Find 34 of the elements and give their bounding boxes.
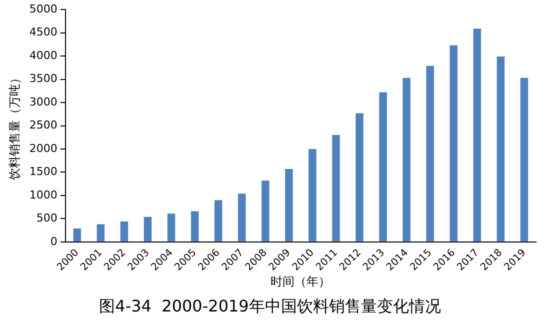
y-tick-label: 500 [36, 212, 58, 225]
bar [238, 194, 246, 242]
bar [332, 135, 340, 242]
y-tick-label: 3500 [29, 72, 58, 86]
bar [285, 168, 293, 242]
y-tick-label: 2000 [29, 142, 58, 155]
y-tick-label: 5000 [29, 2, 58, 16]
bar [496, 56, 505, 242]
bar [426, 66, 434, 242]
bar [450, 45, 458, 242]
y-tick-label: 2500 [29, 118, 58, 132]
bar [167, 214, 176, 242]
y-tick-label: 1500 [29, 165, 58, 178]
y-tick-label: 4500 [29, 26, 58, 39]
bar [262, 180, 270, 242]
bar [214, 200, 222, 242]
bar [402, 78, 410, 242]
y-tick-label: 3000 [29, 95, 58, 108]
bar [144, 216, 152, 242]
x-axis-title: 时间（年） [270, 274, 331, 289]
text: 图4-34 2000-2019年中国饮料销售量变化情况 [99, 296, 441, 316]
y-axis-title: 饮料销售量（万吨） [7, 72, 22, 181]
y-tick-label: 4000 [29, 48, 58, 62]
bar [190, 211, 199, 242]
bar [308, 148, 316, 242]
bar [73, 228, 82, 242]
bar [379, 92, 387, 242]
bar [120, 221, 128, 242]
bar [96, 224, 105, 242]
bar [520, 78, 528, 242]
bar [473, 28, 482, 242]
bar [356, 113, 364, 242]
y-tick-label: 1000 [29, 188, 58, 202]
y-tick-label: 0 [50, 234, 58, 248]
